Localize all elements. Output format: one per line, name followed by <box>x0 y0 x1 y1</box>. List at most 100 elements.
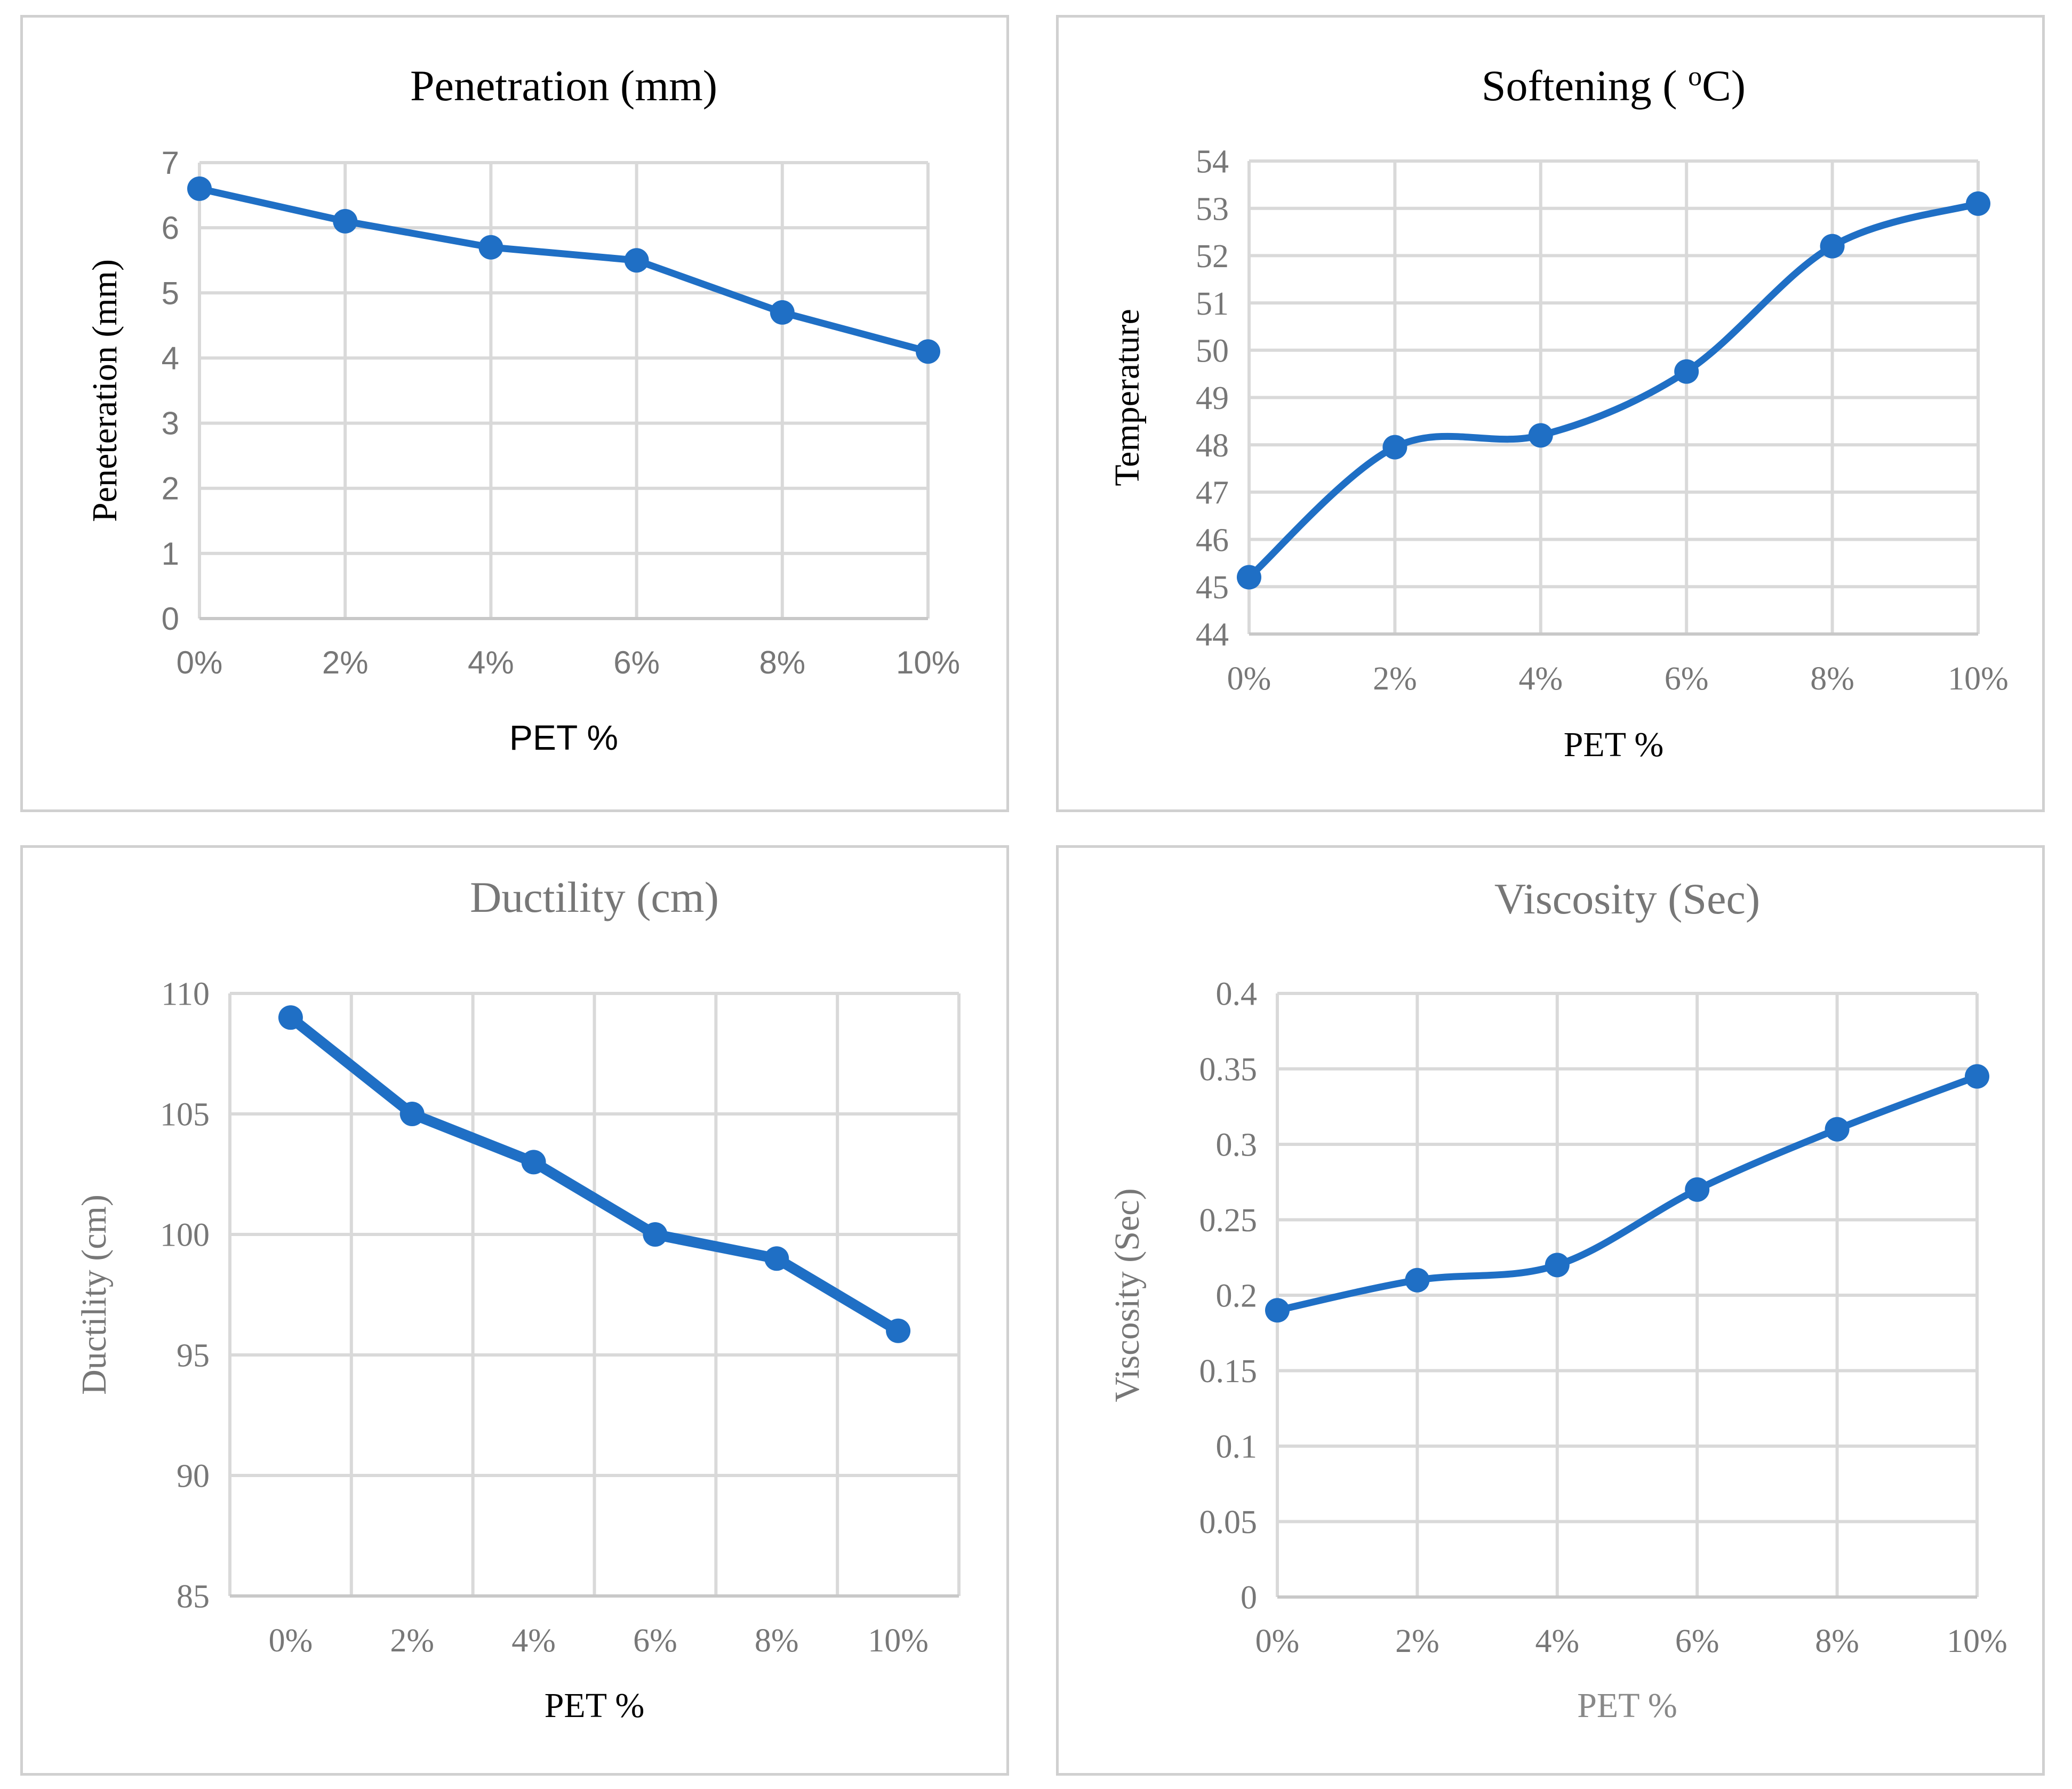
y-tick-label: 44 <box>1196 617 1229 653</box>
y-tick-label: 6 <box>162 210 179 246</box>
x-tick-label: 8% <box>1810 661 1854 697</box>
x-tick-label: 6% <box>613 645 660 680</box>
x-tick-label: 4% <box>468 645 514 680</box>
y-axis-label: Ductility (cm) <box>75 1194 114 1395</box>
x-tick-label: 0% <box>1227 661 1271 697</box>
x-tick-label: 10% <box>1948 661 2009 697</box>
chart-title: Viscosity (Sec) <box>1494 875 1760 923</box>
y-tick-label: 45 <box>1196 569 1229 606</box>
x-tick-label: 2% <box>322 645 369 680</box>
x-tick-label: 10% <box>1947 1623 2007 1659</box>
chart-title-text: Ductility (cm) <box>470 873 719 921</box>
chart-penetration-svg: 0 1 2 3 4 5 6 7 0% 2% 4% 6% 8% 10% Penetration (mm) PET… <box>85 61 960 757</box>
chart-title: Ductility (cm) <box>470 873 719 921</box>
y-tick-label: 5 <box>162 275 179 311</box>
x-tick-label: 0% <box>177 645 223 680</box>
x-tick-label: 6% <box>633 1623 677 1659</box>
chart-panel-viscosity: 0 0.05 0.1 0.15 0.2 0.25 0.3 0.35 0.4 0% 2% 4% 6% 8% 1… <box>1056 845 2045 1776</box>
chart-panel-softening: 44 45 46 47 48 49 50 51 52 53 54 0% 2% 4% 6% 8% 10% Softe… <box>1056 15 2045 812</box>
y-tick-label: 0.1 <box>1216 1429 1258 1465</box>
data-point <box>1405 1267 1430 1293</box>
y-tick-label: 0.2 <box>1216 1278 1258 1314</box>
x-tick-label: 4% <box>1535 1623 1579 1659</box>
x-tick-label: 2% <box>1373 661 1417 697</box>
x-tick-label: 10% <box>868 1623 929 1659</box>
y-tick-label: 54 <box>1196 144 1229 180</box>
data-point <box>1685 1177 1710 1202</box>
data-point <box>1382 435 1407 460</box>
data-point <box>478 235 503 260</box>
y-tick-label: 52 <box>1196 238 1229 275</box>
x-tick-label: 8% <box>755 1623 799 1659</box>
x-axis-label: PET % <box>1577 1686 1677 1725</box>
series-line <box>1274 1073 1981 1314</box>
x-tick-label: 2% <box>390 1623 434 1659</box>
chart-title-text: Penetration (mm) <box>410 61 717 110</box>
chart-title-superscript: o <box>1688 61 1702 92</box>
data-point <box>1966 191 1990 216</box>
data-point <box>521 1150 546 1175</box>
data-point <box>399 1102 425 1126</box>
data-point <box>916 339 940 364</box>
series-line <box>285 1012 904 1336</box>
y-tick-label: 0.15 <box>1199 1353 1258 1390</box>
x-tick-label: 10% <box>896 645 960 680</box>
chart-panel-ductility: 85 90 95 100 105 110 0% 2% 4% 6% 8% 10% Ductility (c… <box>20 845 1009 1776</box>
data-point <box>1265 1298 1290 1323</box>
data-point <box>643 1222 668 1247</box>
y-tick-label: 46 <box>1196 522 1229 558</box>
y-tick-label: 95 <box>177 1338 210 1374</box>
x-tick-label: 4% <box>511 1623 556 1659</box>
chart-panel-penetration: 0 1 2 3 4 5 6 7 0% 2% 4% 6% 8% 10% Penetration (mm) PET… <box>20 15 1009 812</box>
series-line <box>1245 200 1982 581</box>
y-axis-label: Peneteration (mm) <box>85 259 124 522</box>
y-tick-label: 47 <box>1196 475 1229 511</box>
chart-ductility-svg: 85 90 95 100 105 110 0% 2% 4% 6% 8% 10% Ductility (c… <box>75 873 961 1725</box>
data-point <box>770 300 795 325</box>
y-axis-label: Viscosity (Sec) <box>1108 1188 1147 1402</box>
x-tick-label: 6% <box>1665 661 1709 697</box>
data-point <box>1674 359 1699 384</box>
chart-title-unit: C) <box>1702 61 1746 110</box>
data-point <box>624 248 649 273</box>
x-axis-label: PET % <box>509 718 618 757</box>
data-point <box>1545 1253 1570 1278</box>
data-point <box>333 208 358 234</box>
data-point <box>187 176 212 201</box>
y-tick-label: 0 <box>162 601 179 637</box>
x-axis-label: PET % <box>545 1686 645 1725</box>
y-tick-label: 0.25 <box>1199 1202 1258 1239</box>
y-tick-label: 0.35 <box>1199 1052 1258 1088</box>
y-axis-label: Temperature <box>1108 309 1147 486</box>
y-tick-label: 50 <box>1196 333 1229 370</box>
y-tick-label: 85 <box>177 1579 210 1615</box>
y-tick-label: 51 <box>1196 286 1229 322</box>
y-tick-label: 90 <box>177 1458 210 1495</box>
x-axis-label: PET % <box>1564 725 1664 764</box>
data-point <box>1825 1117 1850 1142</box>
y-tick-label: 0.4 <box>1216 976 1258 1013</box>
x-tick-label: 4% <box>1518 661 1563 697</box>
data-point <box>1237 565 1261 590</box>
x-tick-label: 8% <box>759 645 805 680</box>
y-tick-label: 105 <box>160 1097 210 1133</box>
data-point <box>764 1246 789 1271</box>
x-tick-label: 2% <box>1395 1623 1439 1659</box>
chart-viscosity-svg: 0 0.05 0.1 0.15 0.2 0.25 0.3 0.35 0.4 0% 2% 4% 6% 8% 1… <box>1108 875 2007 1725</box>
y-tick-label: 48 <box>1196 428 1229 464</box>
chart-title-text: Softening ( <box>1482 61 1688 110</box>
y-tick-label: 53 <box>1196 191 1229 227</box>
y-tick-label: 0.3 <box>1216 1127 1258 1164</box>
y-tick-label: 100 <box>160 1217 210 1254</box>
y-tick-label: 0.05 <box>1199 1504 1258 1541</box>
y-tick-label: 4 <box>162 340 179 376</box>
data-point <box>1528 423 1553 448</box>
y-tick-label: 110 <box>161 976 210 1013</box>
chart-title: Penetration (mm) <box>410 61 717 110</box>
chart-title-text: Viscosity (Sec) <box>1494 875 1760 923</box>
chart-softening-svg: 44 45 46 47 48 49 50 51 52 53 54 0% 2% 4% 6% 8% 10% Softe… <box>1108 61 2009 764</box>
x-tick-label: 8% <box>1815 1623 1859 1659</box>
x-tick-label: 6% <box>1675 1623 1719 1659</box>
y-tick-label: 7 <box>162 145 179 181</box>
data-point <box>278 1005 303 1030</box>
